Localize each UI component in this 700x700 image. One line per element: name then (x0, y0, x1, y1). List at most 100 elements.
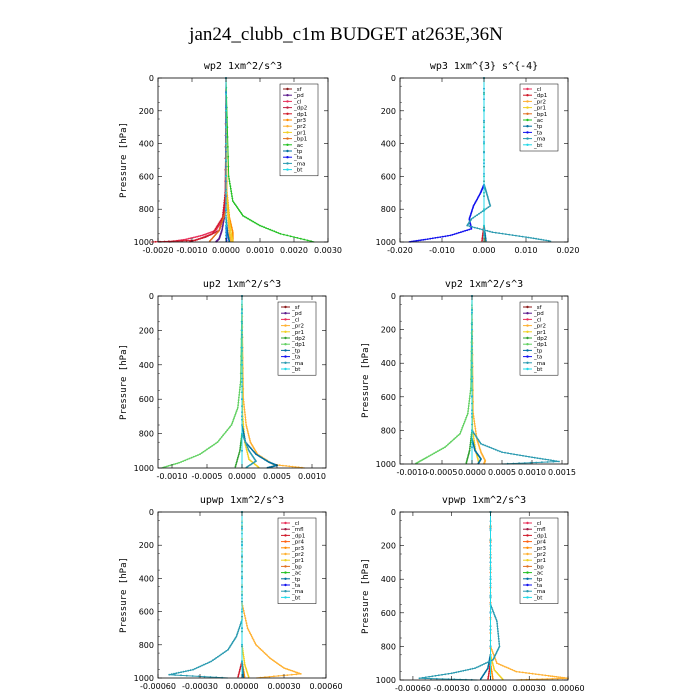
series-marker (242, 673, 245, 676)
series-marker (424, 677, 427, 680)
legend-marker (284, 367, 287, 371)
series-marker (225, 93, 227, 96)
series-marker (241, 577, 243, 580)
panel-title: vpwp 1xm^2/s^3 (442, 495, 526, 506)
series-marker (480, 211, 482, 214)
x-tick-label: -0.0005 (192, 472, 223, 481)
legend-marker (526, 534, 529, 537)
series-marker (168, 673, 171, 676)
series-marker (242, 214, 244, 217)
series-marker (476, 457, 479, 460)
series-marker (248, 446, 251, 448)
series-marker (247, 456, 250, 459)
series-marker (227, 209, 230, 211)
series-marker (282, 674, 284, 677)
series-marker (436, 236, 439, 239)
series-marker (267, 655, 270, 658)
legend-marker (284, 596, 287, 599)
series-marker (242, 429, 245, 432)
legend-entry: _cl (533, 521, 542, 527)
series-marker (257, 466, 260, 468)
legend-marker (284, 312, 287, 315)
series-marker (279, 232, 282, 235)
legend-entry: _pr1 (293, 130, 306, 136)
series-marker (236, 633, 238, 636)
series-marker (215, 657, 218, 659)
series-marker (251, 637, 254, 640)
series-marker (479, 441, 481, 444)
series-marker (218, 439, 220, 442)
y-tick-label: 1000 (134, 238, 154, 247)
legend-entry: _ta (293, 155, 302, 161)
series-marker (194, 239, 197, 242)
legend-marker (526, 100, 529, 103)
series-marker (223, 196, 226, 199)
y-tick-label: 800 (139, 430, 154, 439)
series-marker (231, 642, 234, 644)
series-marker (243, 406, 246, 408)
series-marker (484, 237, 487, 240)
series-marker (248, 437, 251, 440)
series-marker (508, 233, 511, 236)
series-marker (474, 430, 477, 433)
series-marker (481, 210, 484, 213)
series-marker (167, 465, 170, 467)
series-marker (238, 670, 241, 673)
series-marker (419, 239, 422, 242)
series-marker (499, 664, 502, 666)
y-tick-label: 0 (149, 292, 154, 301)
series-marker (501, 678, 504, 680)
series-marker (497, 630, 499, 633)
y-tick-label: 0 (391, 292, 396, 301)
series-marker (231, 228, 234, 231)
series-marker (492, 658, 494, 661)
legend-marker (286, 125, 289, 128)
series-marker (486, 445, 489, 448)
legend-entry: _pr1 (533, 558, 546, 564)
legend-entry: _dp1 (533, 533, 547, 539)
series-marker (467, 410, 469, 412)
series-marker (222, 206, 225, 209)
series-marker (217, 655, 219, 658)
series-marker (242, 420, 245, 423)
series-marker (238, 391, 241, 394)
series-marker (238, 672, 241, 674)
legend-entry: _cl (293, 99, 302, 105)
series-marker (467, 405, 470, 407)
series-marker (242, 609, 245, 612)
series-marker (487, 663, 490, 666)
series-marker (472, 437, 475, 440)
series-marker (303, 238, 306, 241)
series-marker (480, 442, 482, 445)
series-marker (466, 229, 469, 232)
series-marker (528, 672, 531, 675)
series-marker (211, 232, 214, 235)
series-marker (509, 668, 512, 670)
series-marker (475, 666, 478, 669)
series-marker (180, 674, 182, 677)
series-marker (460, 670, 462, 673)
series-marker (260, 456, 262, 459)
series-marker (468, 225, 471, 228)
series-marker (447, 672, 450, 675)
series-marker (172, 463, 175, 466)
series-marker (240, 622, 242, 625)
series-marker (541, 674, 544, 676)
series-marker (235, 204, 237, 207)
series-marker (476, 437, 479, 440)
series-marker (242, 672, 244, 674)
series-marker (483, 142, 485, 145)
series-marker (501, 664, 504, 667)
series-marker (491, 231, 494, 234)
series-marker (434, 237, 437, 239)
series-marker (436, 450, 439, 453)
series-marker (484, 236, 487, 239)
series-marker (286, 234, 289, 237)
series-marker (462, 424, 464, 427)
legend-entry: _bt (533, 595, 543, 601)
series-marker (217, 223, 220, 225)
series-marker (474, 425, 476, 428)
series-marker (468, 447, 471, 450)
series-marker (225, 208, 227, 211)
series-marker (462, 669, 465, 672)
